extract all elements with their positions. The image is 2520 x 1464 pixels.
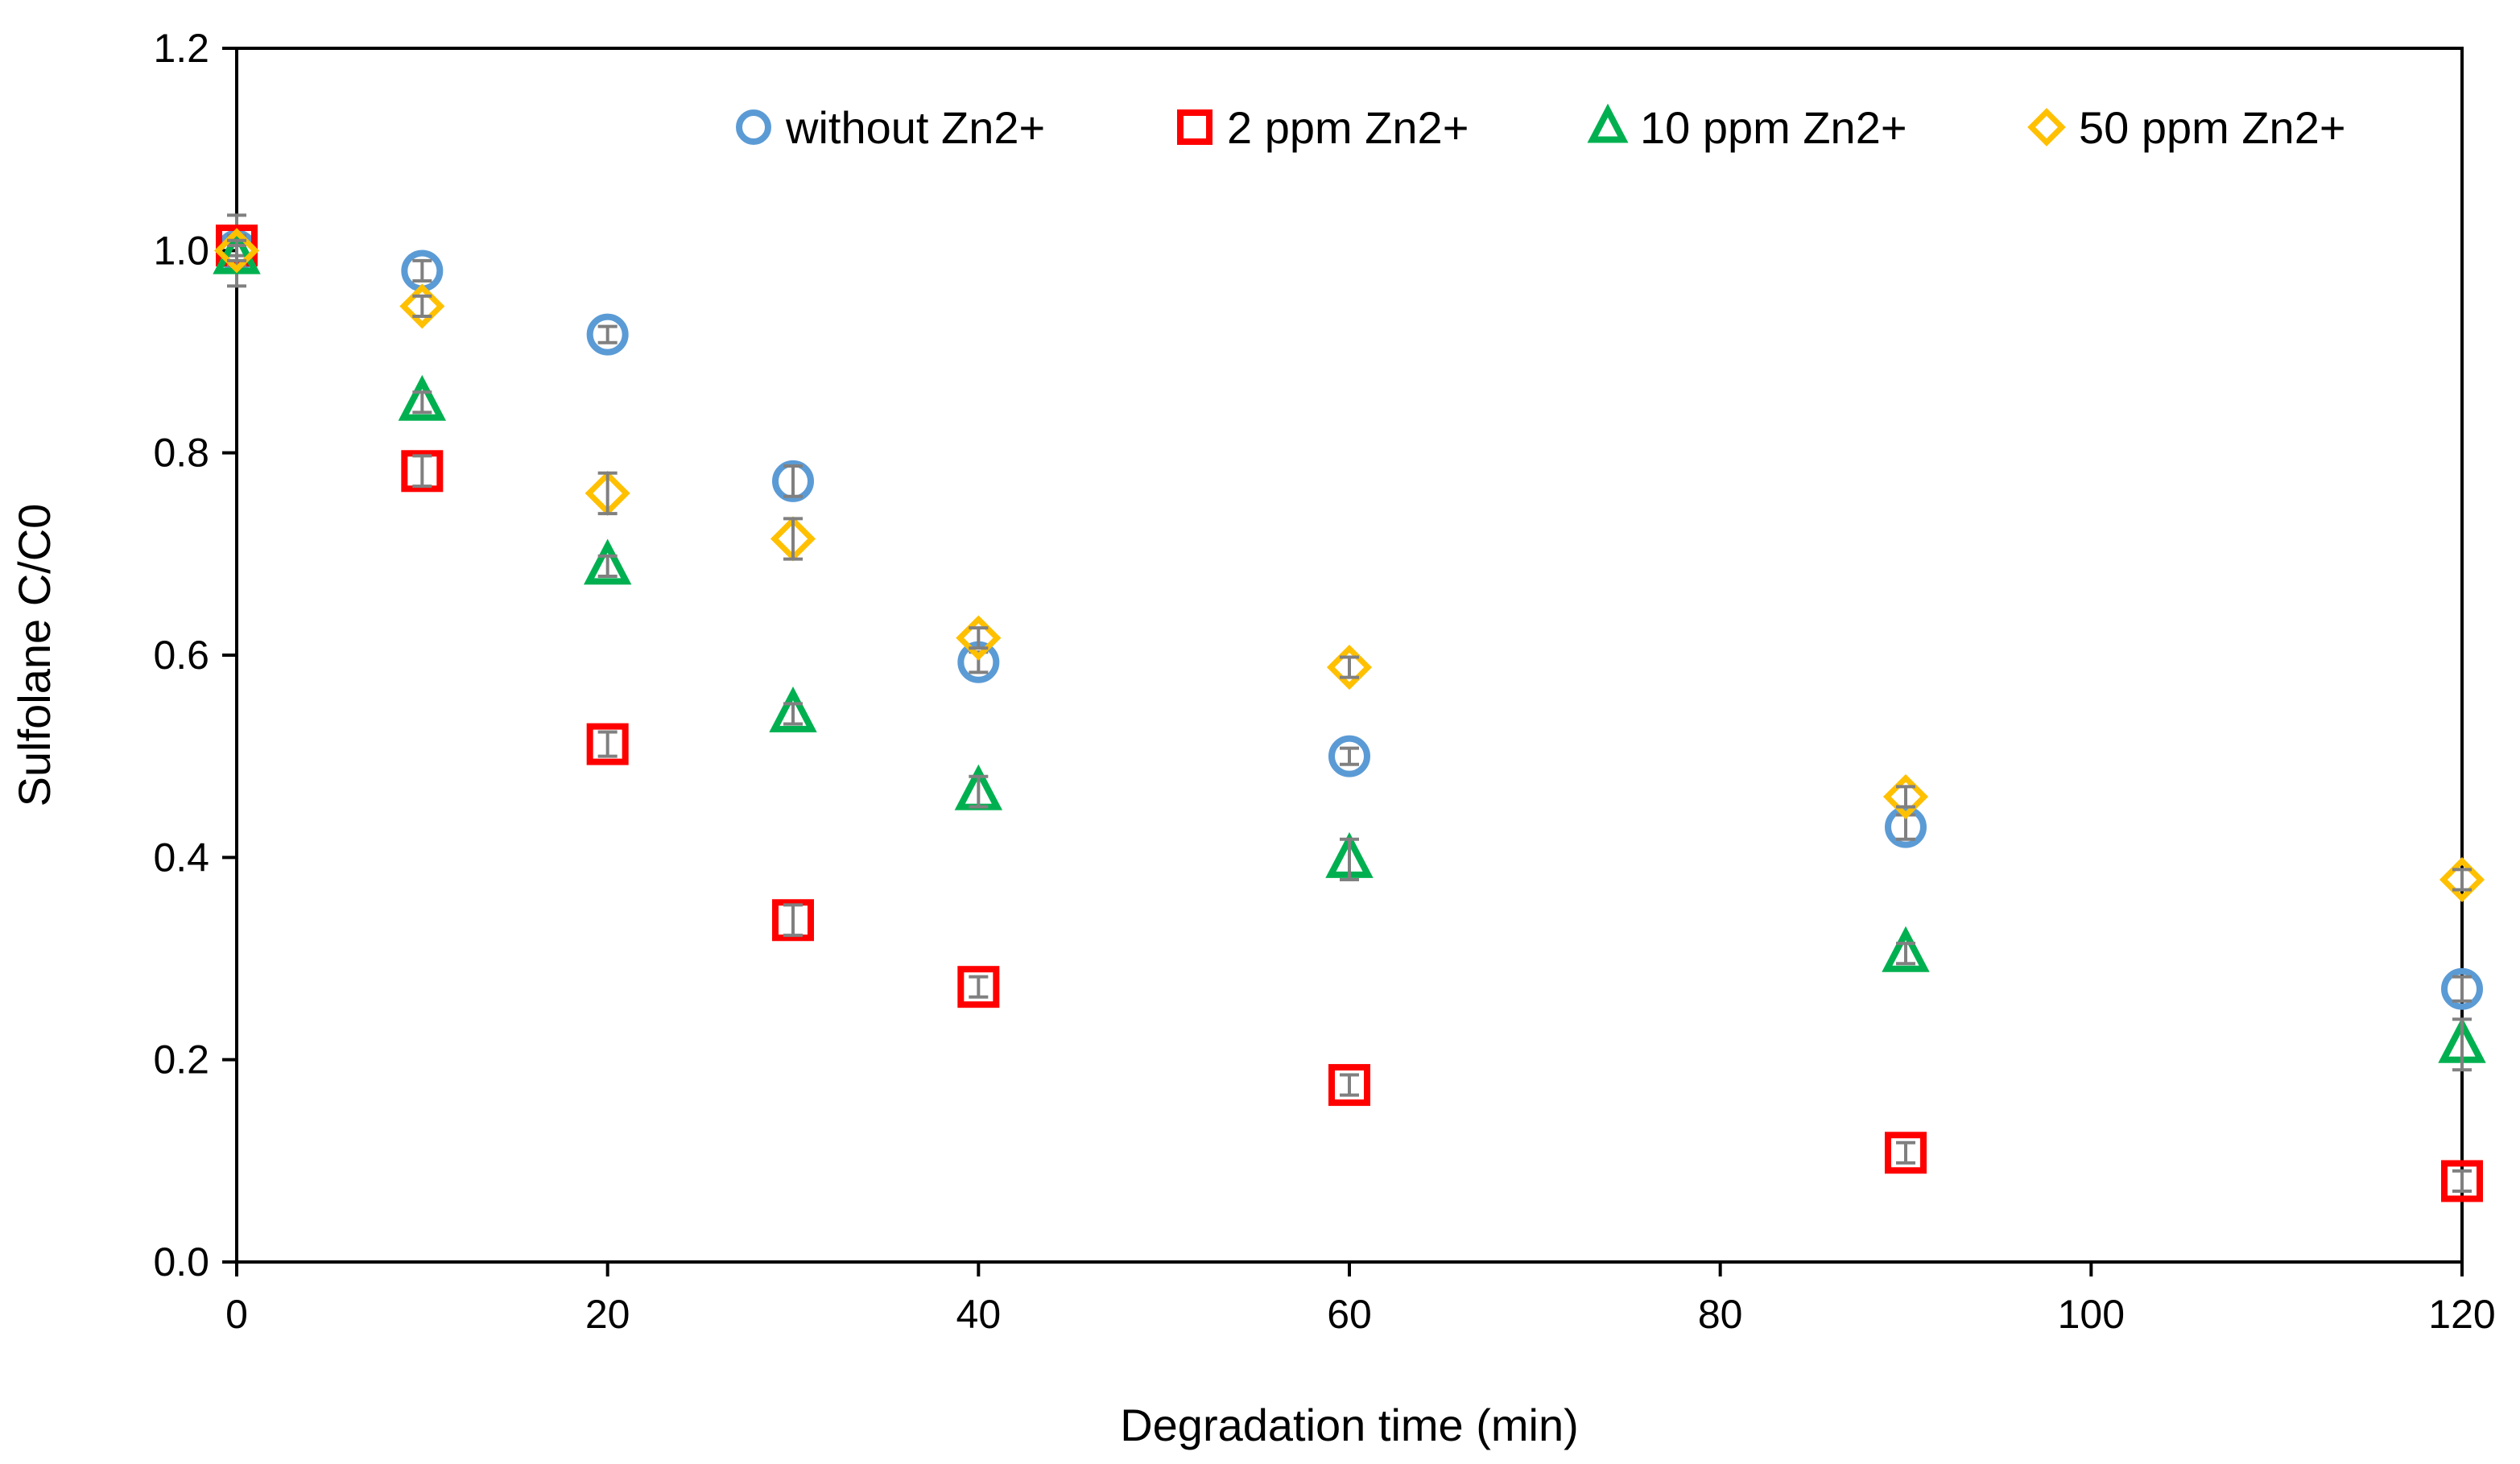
data-point xyxy=(1328,735,1370,777)
diamond-marker xyxy=(956,615,1002,661)
circle-marker xyxy=(736,109,771,145)
data-point xyxy=(2441,1160,2483,1202)
series-square xyxy=(216,225,2483,1202)
diamond-marker xyxy=(2027,108,2066,146)
x-tick-label: 80 xyxy=(1698,1292,1743,1337)
square-marker xyxy=(2441,1160,2483,1202)
diamond-marker xyxy=(1882,773,1929,819)
data-point xyxy=(583,538,632,585)
data-point xyxy=(772,460,814,502)
legend-label: 50 ppm Zn2+ xyxy=(2079,102,2346,153)
square-marker xyxy=(1177,109,1212,145)
data-point xyxy=(770,516,816,562)
data-point xyxy=(585,470,630,516)
triangle-marker xyxy=(398,374,447,421)
series-circle xyxy=(216,213,2483,1010)
legend-label: without Zn2+ xyxy=(785,102,1045,153)
data-point xyxy=(401,249,444,292)
triangle-marker xyxy=(1587,103,1629,143)
square-marker xyxy=(772,899,814,942)
data-point xyxy=(2441,967,2483,1010)
data-point xyxy=(586,313,629,356)
y-tick-label: 1.0 xyxy=(153,228,209,273)
x-tick-label: 0 xyxy=(225,1292,248,1337)
y-axis-title: Sulfolane C/C0 xyxy=(9,504,60,807)
data-point xyxy=(399,283,445,329)
diamond-marker xyxy=(399,283,445,329)
x-tick-label: 40 xyxy=(956,1292,1002,1337)
y-axis-ticks: 0.0 0.2 0.4 0.6 0.8 1.0 1.2 xyxy=(153,26,237,1285)
legend-item-triangle: 10 ppm Zn2+ xyxy=(1587,102,1907,153)
square-marker xyxy=(401,450,444,493)
legend-label: 2 ppm Zn2+ xyxy=(1227,102,1469,153)
data-point xyxy=(957,641,1000,683)
legend: without Zn2+ 2 ppm Zn2+ 10 ppm Zn2+ 50 ppm … xyxy=(736,102,2346,153)
data-point xyxy=(586,723,629,765)
data-point xyxy=(1885,1132,1927,1174)
data-point xyxy=(1325,831,1374,881)
triangle-marker xyxy=(1882,926,1930,972)
square-marker xyxy=(586,723,629,765)
data-point xyxy=(956,615,1002,661)
triangle-marker xyxy=(583,538,632,585)
y-tick-label: 0.6 xyxy=(153,633,209,678)
x-tick-label: 60 xyxy=(1327,1292,1372,1337)
diamond-marker xyxy=(2439,856,2485,903)
series-diamond xyxy=(213,228,2485,903)
x-axis-title: Degradation time (min) xyxy=(1120,1400,1579,1450)
square-marker xyxy=(1885,1132,1927,1174)
data-point xyxy=(772,899,814,942)
data-point xyxy=(213,228,260,274)
circle-marker xyxy=(586,313,629,356)
data-point xyxy=(957,966,1000,1008)
data-point xyxy=(1326,645,1373,691)
x-axis-ticks: 0 20 40 60 80 100 120 xyxy=(225,1262,2496,1337)
y-tick-label: 0.4 xyxy=(153,835,209,880)
series-triangle xyxy=(213,228,2486,1072)
legend-item-circle: without Zn2+ xyxy=(736,102,1045,153)
data-point xyxy=(2439,856,2485,903)
data-point xyxy=(1882,773,1929,819)
diamond-marker xyxy=(1326,645,1373,691)
square-marker xyxy=(957,966,1000,1008)
y-tick-label: 0.2 xyxy=(153,1037,209,1083)
data-point xyxy=(401,450,444,493)
y-tick-label: 0.0 xyxy=(153,1239,209,1285)
y-tick-label: 0.8 xyxy=(153,431,209,476)
circle-marker xyxy=(1885,806,1927,848)
legend-label: 10 ppm Zn2+ xyxy=(1640,102,1907,153)
legend-item-square: 2 ppm Zn2+ xyxy=(1177,102,1469,153)
data-point xyxy=(398,374,447,421)
x-tick-label: 120 xyxy=(2428,1292,2495,1337)
triangle-marker xyxy=(769,686,817,732)
x-tick-label: 100 xyxy=(2058,1292,2125,1337)
series-layer xyxy=(213,213,2486,1202)
square-marker xyxy=(1328,1064,1370,1107)
legend-item-diamond: 50 ppm Zn2+ xyxy=(2027,102,2346,153)
data-point xyxy=(954,764,1003,810)
data-point xyxy=(1882,926,1930,972)
data-point xyxy=(769,686,817,732)
data-point xyxy=(1328,1064,1370,1107)
circle-marker xyxy=(772,460,814,502)
y-tick-label: 1.2 xyxy=(153,26,209,71)
data-point xyxy=(2438,1017,2486,1072)
x-tick-label: 20 xyxy=(585,1292,630,1337)
diamond-marker xyxy=(213,228,260,274)
circle-marker xyxy=(2441,967,2483,1010)
circle-marker xyxy=(1328,735,1370,777)
